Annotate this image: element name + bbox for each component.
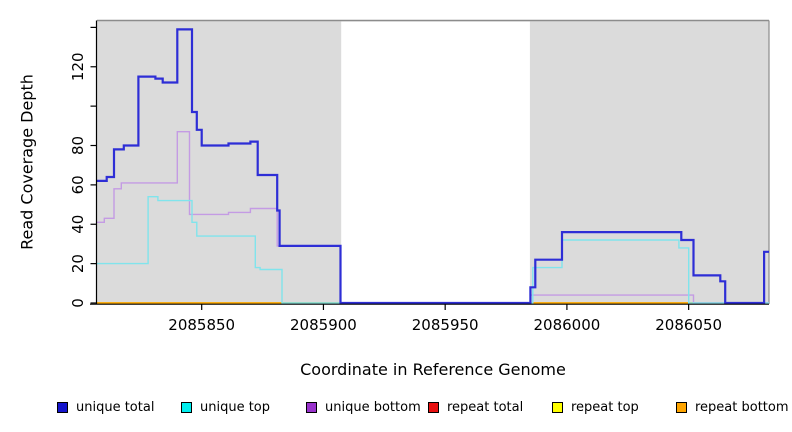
x-tick-label: 2086000 — [534, 316, 601, 334]
legend: unique total unique top unique bottom repea… — [0, 398, 792, 420]
x-tick-label: 2085900 — [290, 316, 357, 334]
y-tick-label: 120 — [69, 52, 87, 81]
y-tick-label: 0 — [69, 298, 87, 308]
gap-region — [341, 21, 530, 304]
legend-label: repeat bottom — [695, 399, 789, 415]
x-tick-label: 2086050 — [655, 316, 722, 334]
series-unique-total — [97, 28, 769, 305]
y-tick-label: 80 — [69, 136, 87, 155]
legend-label: unique total — [76, 399, 155, 415]
series-unique-top — [97, 195, 769, 304]
legend-swatch-repeat-top — [552, 401, 563, 413]
legend-label: repeat total — [447, 399, 524, 415]
legend-swatch-repeat-bottom — [676, 401, 687, 413]
x-tick-label: 2085950 — [412, 316, 479, 334]
legend-swatch-unique-top — [181, 401, 192, 413]
legend-item-repeat-total: repeat total — [428, 398, 523, 416]
legend-item-unique-bottom: unique bottom — [306, 398, 421, 416]
legend-item-repeat-top: repeat top — [552, 398, 639, 416]
x-tick-label: 2085850 — [168, 316, 235, 334]
legend-label: unique top — [200, 399, 271, 415]
legend-item-repeat-bottom: repeat bottom — [676, 398, 789, 416]
legend-swatch-unique-total — [57, 401, 68, 413]
y-tick-label: 60 — [69, 175, 87, 194]
legend-label: unique bottom — [325, 399, 421, 415]
legend-swatch-repeat-total — [428, 401, 439, 413]
legend-item-unique-total: unique total — [57, 398, 154, 416]
y-tick-label: 40 — [69, 215, 87, 234]
y-axis-title: Read Coverage Depth — [17, 74, 37, 250]
legend-item-unique-top: unique top — [181, 398, 270, 416]
legend-swatch-unique-bottom — [306, 401, 317, 413]
x-axis-title: Coordinate in Reference Genome — [300, 360, 566, 379]
y-tick-label: 20 — [69, 254, 87, 273]
legend-label: repeat top — [571, 399, 639, 415]
